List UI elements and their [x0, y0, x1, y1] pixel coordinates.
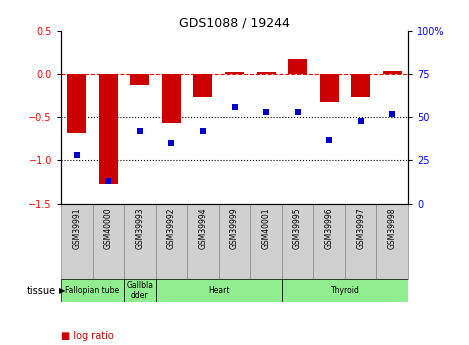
Text: GSM39996: GSM39996 — [325, 207, 333, 249]
Text: GSM39993: GSM39993 — [136, 207, 144, 249]
Bar — [61, 204, 92, 279]
Bar — [288, 59, 307, 74]
Bar — [351, 74, 370, 97]
Text: tissue: tissue — [27, 286, 56, 296]
Point — [357, 118, 364, 124]
Text: ▶: ▶ — [59, 286, 65, 295]
Point — [167, 140, 175, 146]
Bar — [156, 279, 282, 302]
Bar — [225, 72, 244, 74]
Text: GSM39998: GSM39998 — [388, 207, 397, 249]
Bar — [156, 204, 187, 279]
Text: GSM39992: GSM39992 — [167, 207, 176, 249]
Text: Thyroid: Thyroid — [331, 286, 359, 295]
Text: ■ log ratio: ■ log ratio — [61, 332, 113, 341]
Point — [294, 109, 302, 115]
Point — [73, 152, 81, 158]
Point — [136, 128, 144, 134]
Bar — [162, 74, 181, 124]
Text: GSM39991: GSM39991 — [72, 207, 81, 249]
Title: GDS1088 / 19244: GDS1088 / 19244 — [179, 17, 290, 30]
Text: GSM39999: GSM39999 — [230, 207, 239, 249]
Bar — [92, 204, 124, 279]
Point — [325, 137, 333, 142]
Point — [388, 111, 396, 117]
Point — [231, 104, 238, 110]
Bar — [187, 204, 219, 279]
Bar — [377, 204, 408, 279]
Text: GSM40001: GSM40001 — [262, 207, 271, 249]
Bar — [67, 74, 86, 133]
Bar — [313, 204, 345, 279]
Text: Fallopian tube: Fallopian tube — [66, 286, 120, 295]
Bar — [124, 204, 156, 279]
Bar — [219, 204, 250, 279]
Bar — [250, 204, 282, 279]
Bar — [130, 74, 149, 85]
Text: Heart: Heart — [208, 286, 229, 295]
Point — [199, 128, 207, 134]
Point — [262, 109, 270, 115]
Point — [105, 178, 112, 184]
Bar — [194, 74, 212, 97]
Bar — [124, 279, 156, 302]
Bar — [282, 279, 408, 302]
Text: Gallbla
dder: Gallbla dder — [126, 281, 153, 300]
Bar — [257, 72, 275, 74]
Text: GSM39997: GSM39997 — [356, 207, 365, 249]
Bar — [345, 204, 377, 279]
Bar — [383, 71, 402, 74]
Text: GSM39995: GSM39995 — [293, 207, 302, 249]
Text: GSM40000: GSM40000 — [104, 207, 113, 249]
Bar — [99, 74, 118, 184]
Bar — [320, 74, 339, 102]
Text: GSM39994: GSM39994 — [198, 207, 207, 249]
Bar — [61, 279, 124, 302]
Bar — [282, 204, 313, 279]
